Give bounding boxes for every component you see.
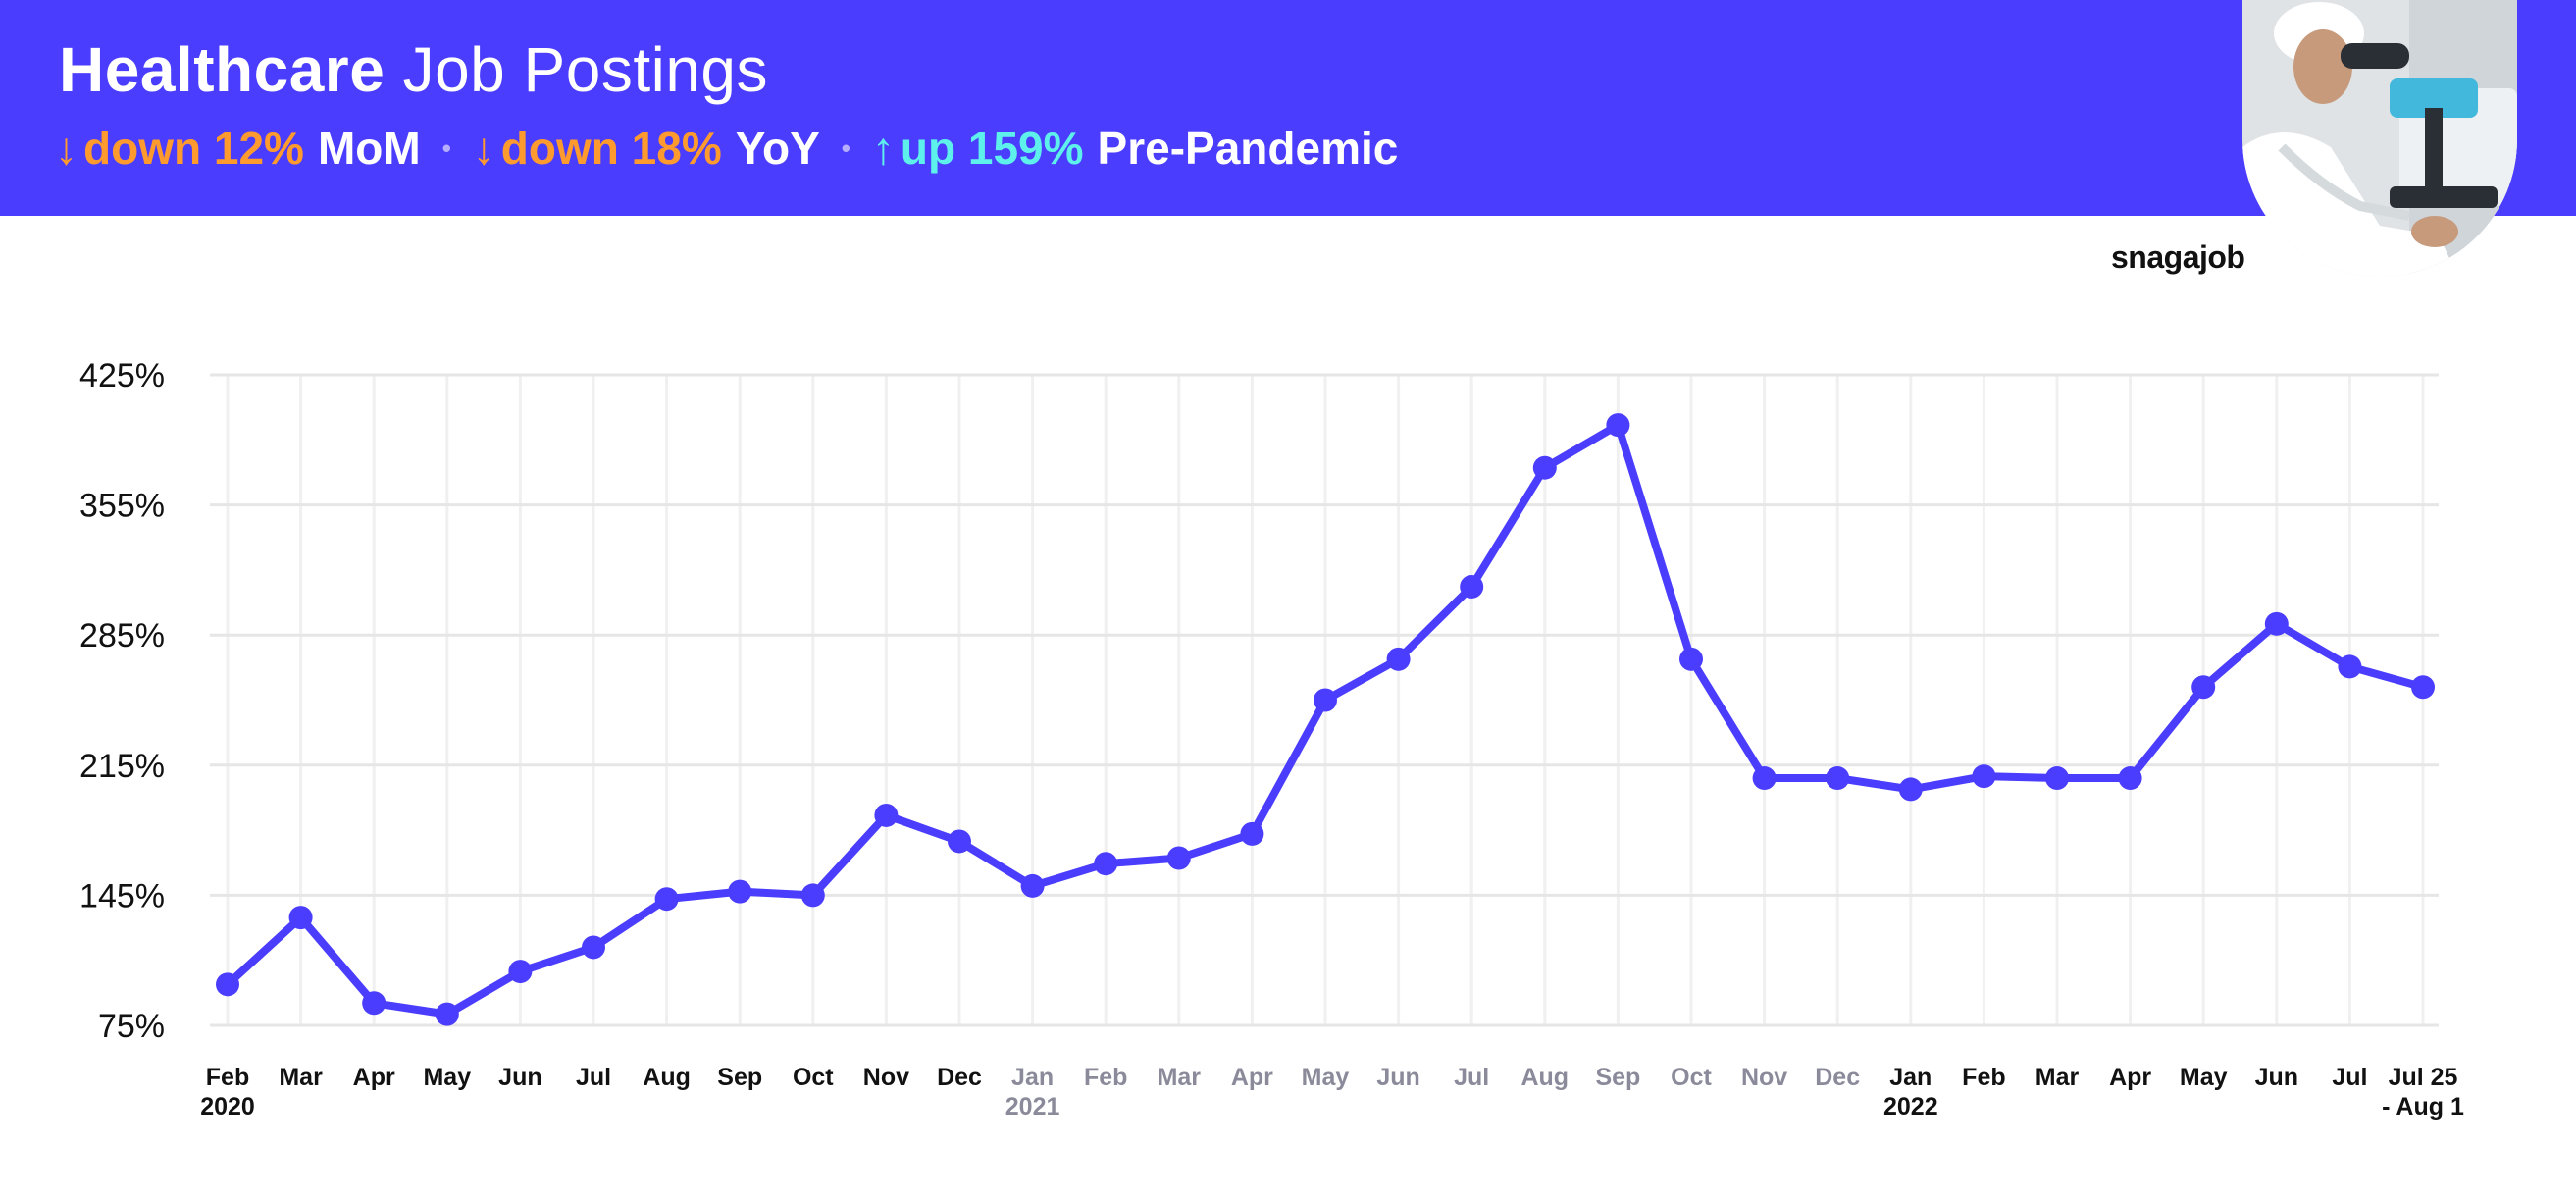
data-point	[362, 991, 386, 1016]
data-point	[1166, 846, 1191, 870]
data-point	[1532, 455, 1557, 480]
x-tick-label: Jun	[1376, 1064, 1419, 1091]
data-point	[1606, 413, 1630, 438]
x-tick-label: Dec	[1815, 1064, 1860, 1091]
x-tick-sublabel: 2022	[1883, 1093, 1938, 1121]
data-point	[1386, 647, 1411, 671]
page-title: Healthcare Job Postings	[59, 33, 768, 106]
separator-dot: •	[441, 132, 451, 163]
x-tick-label: Mar	[2035, 1064, 2080, 1091]
x-tick-label: Jun	[2255, 1064, 2298, 1091]
x-tick-label: Feb	[206, 1064, 249, 1091]
x-tick-label: Jul	[576, 1064, 611, 1091]
x-tick-label: Apr	[2109, 1064, 2151, 1091]
x-tick-label: Jul	[2332, 1064, 2367, 1091]
x-tick-label: Apr	[1231, 1064, 1273, 1091]
stat-yoy: ↓ down 18% YoY	[473, 122, 820, 175]
x-tick-label: Nov	[1741, 1064, 1787, 1091]
data-point	[1240, 821, 1264, 846]
stat-mom-value: down 12%	[83, 123, 304, 174]
x-tick-sublabel: - Aug 1	[2382, 1093, 2464, 1121]
data-point	[1020, 873, 1045, 898]
header-banner: Healthcare Job Postings ↓ down 12% MoM •…	[0, 0, 2576, 216]
data-point	[874, 803, 899, 827]
data-point	[2191, 675, 2216, 700]
data-point	[582, 935, 605, 960]
y-tick-label: 285%	[79, 617, 165, 654]
data-point	[1898, 777, 1923, 802]
x-tick-label: Nov	[863, 1064, 909, 1091]
data-point	[1679, 647, 1703, 671]
stat-prepandemic: ↑ up 159% Pre-Pandemic	[872, 122, 1398, 175]
data-point	[1752, 766, 1777, 791]
stat-mom-label: MoM	[317, 123, 421, 174]
x-tick-label: Oct	[1671, 1064, 1712, 1091]
data-point	[2338, 654, 2362, 679]
y-tick-label: 75%	[98, 1008, 165, 1045]
data-point	[1094, 852, 1118, 876]
data-point	[1972, 764, 1996, 789]
x-tick-label: Apr	[353, 1064, 395, 1091]
x-tick-label: Jan	[1011, 1064, 1054, 1091]
x-tick-sublabel: 2020	[200, 1093, 255, 1121]
data-point	[654, 887, 679, 912]
x-tick-label: Jul	[1454, 1064, 1489, 1091]
x-tick-label: Aug	[1520, 1064, 1569, 1091]
arrow-up-icon: ↑	[871, 123, 895, 174]
title-bold: Healthcare	[59, 34, 386, 105]
x-tick-label: May	[1302, 1064, 1350, 1091]
x-tick-label: Jul 25	[2389, 1064, 2458, 1091]
data-point	[1314, 688, 1337, 712]
data-point	[2411, 675, 2435, 700]
data-point	[216, 972, 239, 997]
arrow-down-icon: ↓	[55, 123, 77, 174]
data-point	[435, 1002, 459, 1026]
data-point	[728, 879, 752, 904]
x-tick-label: May	[2180, 1064, 2228, 1091]
y-tick-label: 355%	[79, 488, 165, 525]
data-point	[2118, 766, 2142, 791]
data-point	[800, 883, 825, 908]
x-tick-label: Aug	[643, 1064, 691, 1091]
stat-yoy-label: YoY	[735, 123, 820, 174]
x-tick-label: Mar	[279, 1064, 323, 1091]
x-tick-label: May	[423, 1064, 471, 1091]
data-point	[288, 906, 313, 930]
x-tick-label: Mar	[1158, 1064, 1202, 1091]
x-tick-sublabel: 2021	[1005, 1093, 1060, 1121]
x-tick-label: Jun	[498, 1064, 541, 1091]
y-tick-label: 215%	[79, 748, 165, 785]
data-point	[1460, 574, 1484, 599]
stat-prepandemic-value: up 159%	[900, 123, 1084, 174]
data-point	[1826, 766, 1850, 791]
stat-mom: ↓ down 12% MoM	[55, 122, 421, 175]
y-tick-label: 145%	[79, 877, 165, 914]
lab-scientist-photo	[2242, 0, 2517, 277]
stats-row: ↓ down 12% MoM • ↓ down 18% YoY • ↑ up 1…	[55, 122, 1398, 175]
stat-prepandemic-label: Pre-Pandemic	[1097, 123, 1399, 174]
x-tick-label: Sep	[1595, 1064, 1640, 1091]
title-light: Job Postings	[402, 34, 768, 105]
data-point	[2264, 611, 2289, 636]
stat-yoy-value: down 18%	[500, 123, 722, 174]
arrow-down-icon: ↓	[472, 123, 495, 174]
x-tick-label: Oct	[793, 1064, 834, 1091]
separator-dot: •	[841, 132, 850, 163]
x-tick-label: Sep	[717, 1064, 762, 1091]
x-tick-label: Feb	[1084, 1064, 1127, 1091]
data-point	[508, 960, 533, 984]
data-point	[2045, 766, 2069, 791]
x-tick-label: Jan	[1889, 1064, 1932, 1091]
x-tick-label: Dec	[937, 1064, 982, 1091]
x-tick-label: Feb	[1962, 1064, 2005, 1091]
y-tick-label: 425%	[79, 357, 165, 394]
brand-logo: snagajob	[2111, 239, 2245, 275]
data-point	[948, 829, 971, 854]
